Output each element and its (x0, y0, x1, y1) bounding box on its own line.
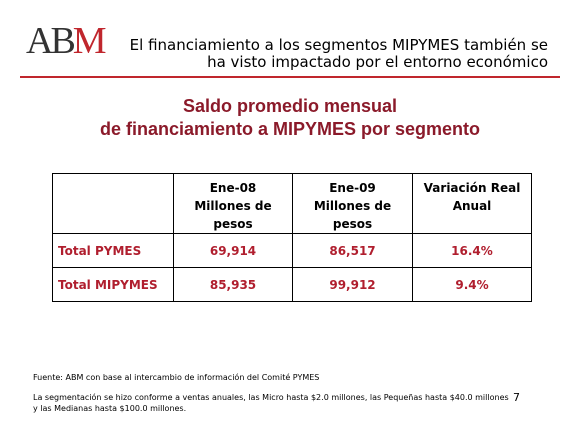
row: Total PYMES 69,914 86,517 16.4% (52, 233, 532, 268)
header-text: Ene-09 (329, 181, 376, 195)
page-number: 7 (513, 391, 520, 404)
header-text: Millones de pesos (194, 199, 272, 231)
source: Fuente: ABM con base al intercambio de i… (33, 373, 320, 382)
logo-text: AB (26, 20, 76, 62)
header-cell: Variación Real Anual (412, 173, 532, 234)
cell: 99,912 (292, 267, 413, 302)
note: La segmentación se hizo conforme a venta… (33, 393, 509, 402)
subtitle: Saldo promedio mensual (182, 96, 398, 116)
header-cell (52, 173, 174, 234)
header-text: Ene-08 (209, 181, 257, 195)
cell: Total PYMES (52, 233, 174, 268)
note: y las Medianas hasta $100.0 millones. (33, 404, 187, 413)
header-text: Variación Real (423, 181, 521, 195)
cell: 85,935 (173, 267, 293, 302)
title: ha visto impactado por el entorno económ… (207, 53, 548, 71)
header-text: Anual (452, 199, 492, 213)
cell: 69,914 (173, 233, 293, 268)
header-text: Millones de pesos (313, 199, 392, 231)
header-cell: Ene-08 Millones de pesos (173, 173, 293, 234)
cell: 16.4% (412, 233, 532, 268)
row: Total MIPYMES 85,935 99,912 9.4% (52, 267, 532, 302)
table: Ene-08 Millones de pesos Ene-09 Millones de… (52, 173, 532, 302)
cell: Total MIPYMES (52, 267, 174, 302)
divider (20, 76, 560, 78)
cell: 9.4% (412, 267, 532, 302)
logo: ABM (26, 20, 107, 62)
logo-text: M (72, 20, 107, 62)
cell: 86,517 (292, 233, 413, 268)
subtitle: de financiamiento a MIPYMES por segmento (99, 119, 481, 139)
header-cell: Ene-09 Millones de pesos (292, 173, 413, 234)
header-row: Ene-08 Millones de pesos Ene-09 Millones de… (52, 173, 532, 234)
title: El financiamiento a los segmentos MIPYME… (129, 36, 548, 54)
